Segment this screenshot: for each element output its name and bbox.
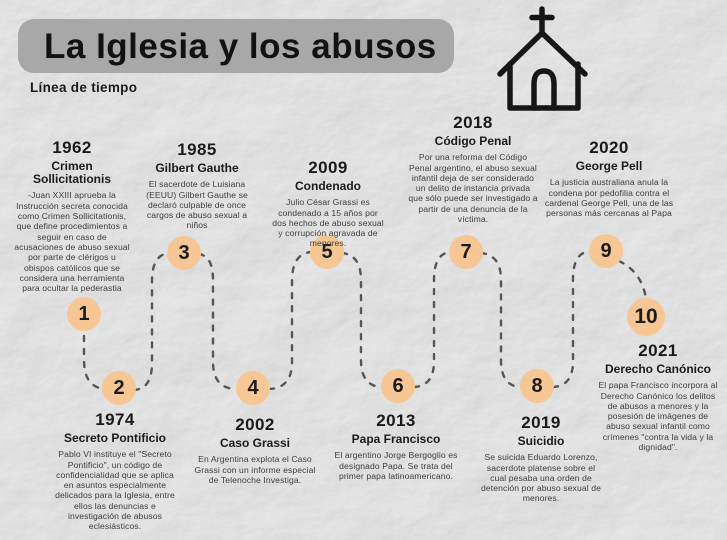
- timeline-node-9: 9: [589, 234, 623, 268]
- node-number: 8: [531, 374, 543, 397]
- event-description: Por una reforma del Código Penal argenti…: [408, 152, 538, 225]
- event-1962: 1962 Crimen Sollicitationis -Juan XXIII …: [12, 138, 132, 294]
- event-1974: 1974 Secreto Pontificio Pablo VI institu…: [52, 410, 178, 532]
- event-description: Julio César Grassi es condenado a 15 año…: [272, 197, 384, 249]
- church-icon: [497, 6, 588, 111]
- node-number: 5: [321, 240, 333, 263]
- event-2002: 2002 Caso Grassi En Argentina explota el…: [194, 415, 316, 485]
- timeline-node-6: 6: [381, 369, 415, 403]
- event-description: El sacerdote de Luisiana (EEUU) Gilbert …: [146, 179, 248, 231]
- event-title: Derecho Canónico: [604, 362, 712, 376]
- event-title: Papa Francisco: [351, 432, 441, 446]
- event-title: Gilbert Gauthe: [155, 161, 239, 175]
- event-year: 2021: [638, 341, 678, 360]
- node-number: 3: [178, 241, 190, 264]
- page-title: La Iglesia y los abusos: [44, 26, 437, 66]
- event-2009: 2009 Condenado Julio César Grassi es con…: [270, 158, 386, 249]
- event-title: George Pell: [575, 159, 643, 173]
- node-number: 7: [460, 240, 472, 263]
- node-number: 9: [600, 239, 612, 262]
- event-year: 1985: [177, 140, 217, 159]
- event-year: 2002: [235, 415, 275, 434]
- timeline-node-4: 4: [236, 371, 270, 405]
- event-year: 2020: [589, 138, 629, 157]
- event-year: 2013: [376, 411, 416, 430]
- node-number: 2: [113, 376, 125, 399]
- timeline-dashed-path: [82, 249, 648, 392]
- node-number: 10: [634, 305, 658, 328]
- church-body: [507, 61, 581, 111]
- event-description: Pablo VI instituye el "Secreto Pontifici…: [55, 449, 175, 532]
- event-description: El argentino Jorge Bergoglio es designad…: [334, 450, 458, 481]
- event-2018: 2018 Código Penal Por una reforma del Có…: [408, 113, 538, 224]
- event-2013: 2013 Papa Francisco El argentino Jorge B…: [333, 411, 459, 481]
- event-description: Se suicida Eduardo Lorenzo, sacerdote pl…: [481, 452, 601, 504]
- title-plate: La Iglesia y los abusos: [18, 19, 454, 73]
- event-year: 2009: [308, 158, 348, 177]
- timeline-node-5: 5: [310, 235, 344, 269]
- event-title: Condenado: [295, 179, 361, 193]
- event-1985: 1985 Gilbert Gauthe El sacerdote de Luis…: [138, 140, 256, 231]
- event-2020: 2020 George Pell La justicia australiana…: [544, 138, 674, 218]
- event-description: En Argentina explota el Caso Grassi con …: [194, 454, 316, 485]
- event-2019: 2019 Suicidio Se suicida Eduardo Lorenzo…: [479, 413, 603, 504]
- page-subtitle: Línea de tiempo: [30, 80, 138, 95]
- event-title: Crimen Sollicitationis: [32, 159, 111, 187]
- node-number: 4: [247, 376, 259, 399]
- timeline-node-7: 7: [449, 235, 483, 269]
- event-year: 1974: [95, 410, 135, 429]
- event-title: Código Penal: [434, 134, 512, 148]
- event-2021: 2021 Derecho Canónico El papa Francisco …: [598, 341, 718, 452]
- event-year: 2019: [521, 413, 561, 432]
- timeline-node-8: 8: [520, 369, 554, 403]
- event-year: 1962: [52, 138, 92, 157]
- node-number: 6: [392, 374, 404, 397]
- church-roof: [497, 30, 588, 77]
- event-year: 2018: [453, 113, 493, 132]
- church-door: [531, 68, 557, 111]
- event-description: La justicia australiana anula la condena…: [544, 177, 674, 219]
- timeline-node-10: 10: [627, 298, 665, 336]
- event-title: Suicidio: [517, 434, 565, 448]
- timeline-node-1: 1: [67, 297, 101, 331]
- event-description: El papa Francisco incorpora al Derecho C…: [598, 380, 718, 453]
- node-number: 1: [78, 302, 90, 325]
- timeline-node-3: 3: [167, 236, 201, 270]
- event-description: -Juan XXIII aprueba la Instrucción secre…: [14, 190, 130, 294]
- timeline-node-2: 2: [102, 371, 136, 405]
- event-title: Secreto Pontificio: [63, 431, 167, 445]
- event-title: Caso Grassi: [219, 436, 291, 450]
